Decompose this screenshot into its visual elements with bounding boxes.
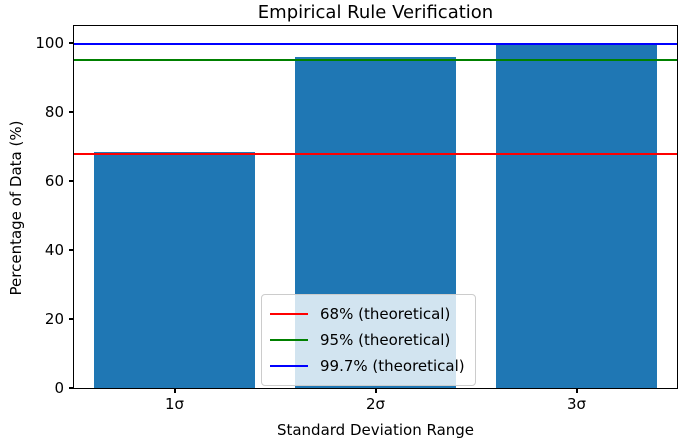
plot-area: 68% (theoretical) 95% (theoretical) 99.7% … xyxy=(73,25,678,389)
y-tick-label: 20 xyxy=(44,310,64,329)
legend-line-swatch xyxy=(270,339,308,341)
x-tick-mark xyxy=(173,389,176,393)
x-tick-label: 2σ xyxy=(365,395,386,413)
y-tick-mark xyxy=(69,111,73,114)
y-tick-mark xyxy=(69,387,73,389)
legend-item-label: 95% (theoretical) xyxy=(320,331,451,349)
x-axis-label: Standard Deviation Range xyxy=(276,421,475,439)
y-tick-mark xyxy=(69,318,73,321)
legend-rows: 68% (theoretical) 95% (theoretical) 99.7% … xyxy=(270,301,465,379)
legend-item: 68% (theoretical) xyxy=(270,301,465,327)
legend-item: 95% (theoretical) xyxy=(270,327,465,353)
reference-line-95 xyxy=(74,59,677,62)
y-tick-label: 80 xyxy=(44,103,64,122)
bar-1sigma xyxy=(94,151,255,388)
y-tick-mark xyxy=(69,180,73,183)
chart-title: Empirical Rule Verification xyxy=(257,2,494,23)
x-tick-mark xyxy=(575,389,578,393)
legend-line-swatch xyxy=(270,365,308,367)
y-tick-mark xyxy=(69,42,73,45)
legend: 68% (theoretical) 95% (theoretical) 99.7% … xyxy=(261,294,476,386)
x-tick-mark xyxy=(374,389,377,393)
legend-item-label: 99.7% (theoretical) xyxy=(320,357,465,375)
y-tick-label: 100 xyxy=(35,34,64,53)
bar-3sigma xyxy=(496,45,657,388)
y-tick-mark xyxy=(69,249,73,252)
legend-line-swatch xyxy=(270,313,308,315)
legend-item: 99.7% (theoretical) xyxy=(270,353,465,379)
y-tick-label: 40 xyxy=(44,241,64,260)
legend-item-label: 68% (theoretical) xyxy=(320,305,451,323)
x-tick-label: 1σ xyxy=(164,395,185,413)
reference-line-99.7 xyxy=(74,43,677,46)
y-tick-label: 60 xyxy=(44,172,64,191)
reference-line-68 xyxy=(74,152,677,155)
y-axis-label: Percentage of Data (%) xyxy=(7,120,25,296)
x-tick-label: 3σ xyxy=(566,395,587,413)
y-tick-label: 0 xyxy=(54,379,64,397)
